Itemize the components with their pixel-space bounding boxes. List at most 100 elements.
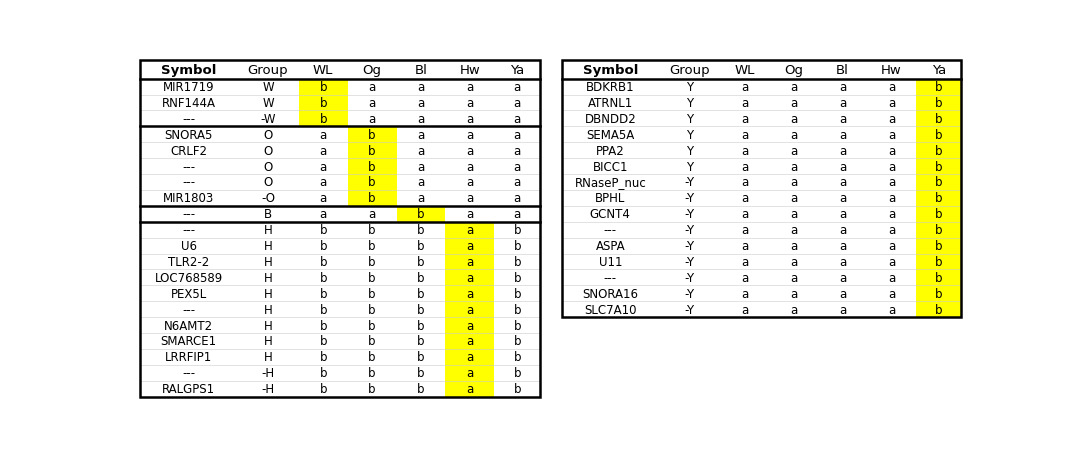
Text: ---: ---	[182, 224, 195, 237]
Text: b: b	[369, 239, 375, 252]
Text: a: a	[741, 176, 749, 189]
Text: a: a	[790, 208, 798, 221]
Text: MIR1719: MIR1719	[163, 81, 214, 94]
Text: a: a	[418, 192, 424, 205]
Bar	[916, 270, 962, 286]
Bar	[916, 286, 962, 301]
Text: BDKRB1: BDKRB1	[586, 81, 634, 94]
Text: a: a	[320, 208, 326, 221]
Text: b: b	[369, 319, 375, 332]
Text: b: b	[935, 129, 942, 142]
Text: SNORA16: SNORA16	[582, 287, 639, 300]
Text: ---: ---	[182, 160, 195, 173]
Bar	[916, 206, 962, 222]
Text: a: a	[467, 144, 473, 157]
Text: a: a	[839, 239, 846, 252]
Text: ASPA: ASPA	[595, 239, 626, 252]
Text: a: a	[514, 192, 521, 205]
Text: H: H	[263, 287, 272, 300]
Text: b: b	[935, 208, 942, 221]
Text: O: O	[263, 144, 273, 157]
Text: b: b	[369, 350, 375, 363]
Text: -Y: -Y	[684, 256, 694, 269]
Text: a: a	[790, 287, 798, 300]
Text: SEMA5A: SEMA5A	[586, 129, 634, 142]
Bar	[348, 127, 396, 143]
Bar	[445, 222, 494, 238]
Text: b: b	[935, 176, 942, 189]
Text: a: a	[467, 129, 473, 142]
Text: TLR2-2: TLR2-2	[168, 256, 209, 269]
Bar	[396, 206, 445, 222]
Text: Symbol: Symbol	[582, 64, 638, 77]
Text: a: a	[467, 271, 473, 284]
Bar	[445, 365, 494, 381]
Text: a: a	[888, 208, 895, 221]
Text: a: a	[467, 350, 473, 363]
Text: b: b	[935, 144, 942, 157]
Bar	[916, 254, 962, 270]
Text: a: a	[514, 208, 521, 221]
Bar	[299, 80, 348, 95]
Text: b: b	[320, 97, 326, 110]
Text: a: a	[418, 81, 424, 94]
Text: ---: ---	[182, 303, 195, 316]
Text: b: b	[320, 366, 326, 380]
Text: SNORA5: SNORA5	[164, 129, 213, 142]
Text: b: b	[320, 319, 326, 332]
Text: b: b	[320, 81, 326, 94]
Text: a: a	[790, 81, 798, 94]
Text: O: O	[263, 176, 273, 189]
Text: a: a	[418, 97, 424, 110]
Text: a: a	[741, 97, 749, 110]
Text: b: b	[935, 113, 942, 125]
Text: WL: WL	[313, 64, 333, 77]
Text: W: W	[262, 81, 274, 94]
Text: a: a	[839, 287, 846, 300]
Text: a: a	[467, 382, 473, 395]
Text: a: a	[790, 224, 798, 237]
Text: SMARCE1: SMARCE1	[161, 335, 217, 348]
Bar	[445, 381, 494, 397]
Bar	[445, 238, 494, 254]
Text: b: b	[320, 271, 326, 284]
Text: a: a	[467, 176, 473, 189]
Text: Symbol: Symbol	[161, 64, 217, 77]
Text: a: a	[839, 208, 846, 221]
Text: GCNT4: GCNT4	[590, 208, 631, 221]
Text: b: b	[369, 382, 375, 395]
Text: H: H	[263, 319, 272, 332]
Text: b: b	[514, 224, 521, 237]
Bar	[140, 61, 540, 397]
Text: a: a	[418, 176, 424, 189]
Bar	[916, 301, 962, 318]
Text: a: a	[741, 256, 749, 269]
Text: b: b	[320, 256, 326, 269]
Text: b: b	[935, 303, 942, 316]
Text: a: a	[467, 113, 473, 125]
Text: b: b	[369, 366, 375, 380]
Text: a: a	[320, 144, 326, 157]
Text: a: a	[741, 239, 749, 252]
Text: a: a	[467, 303, 473, 316]
Text: -Y: -Y	[684, 192, 694, 205]
Text: a: a	[790, 113, 798, 125]
Text: a: a	[888, 256, 895, 269]
Text: Ya: Ya	[931, 64, 945, 77]
Text: Hw: Hw	[459, 64, 480, 77]
Text: a: a	[790, 256, 798, 269]
Text: a: a	[320, 160, 326, 173]
Bar	[916, 238, 962, 254]
Text: DBNDD2: DBNDD2	[584, 113, 636, 125]
Text: a: a	[418, 129, 424, 142]
Text: a: a	[888, 160, 895, 173]
Text: b: b	[369, 303, 375, 316]
Text: b: b	[935, 160, 942, 173]
Text: ---: ---	[182, 176, 195, 189]
Text: a: a	[790, 144, 798, 157]
Text: b: b	[369, 129, 375, 142]
Text: a: a	[790, 303, 798, 316]
Text: a: a	[888, 192, 895, 205]
Text: b: b	[320, 224, 326, 237]
Bar	[445, 286, 494, 301]
